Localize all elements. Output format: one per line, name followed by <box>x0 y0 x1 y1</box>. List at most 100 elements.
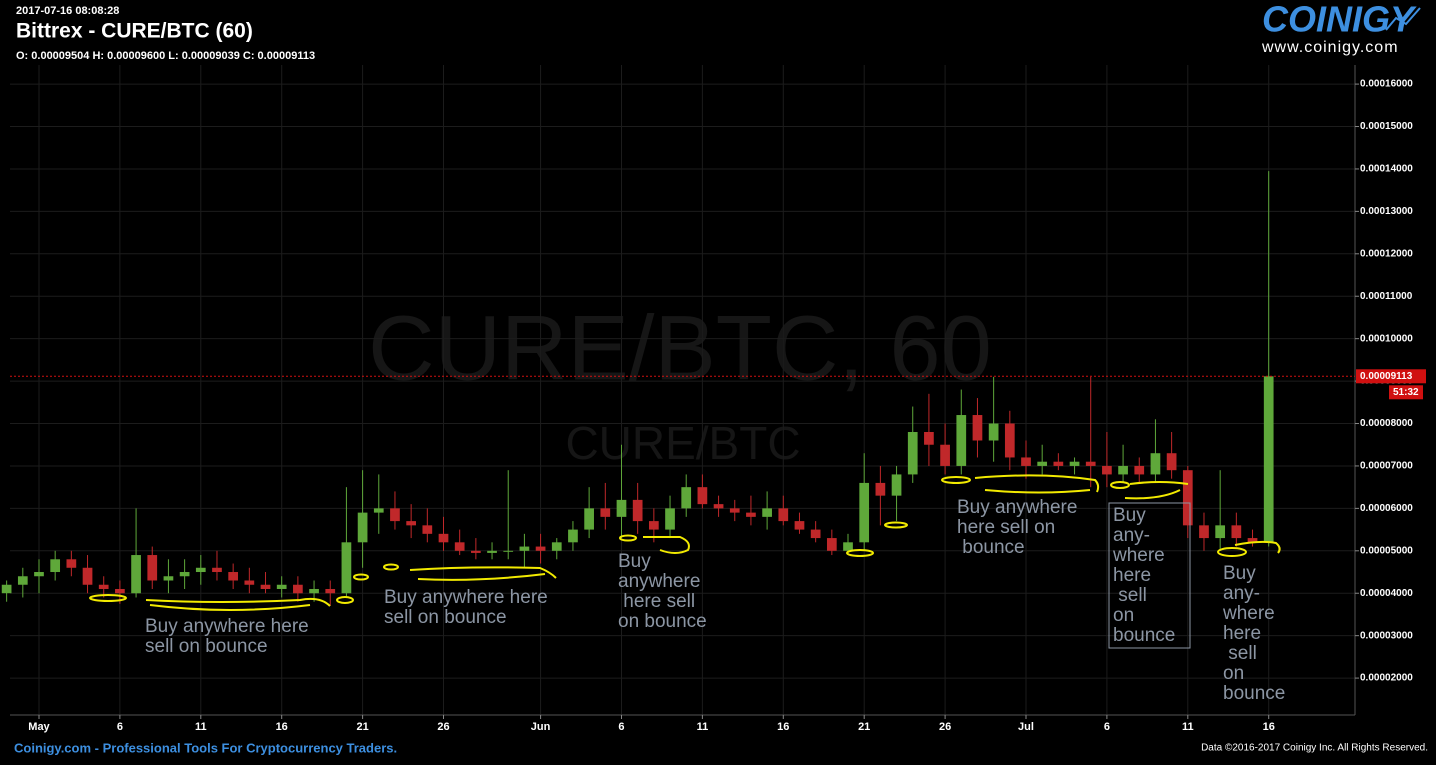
candle-body <box>988 423 999 441</box>
y-tick-label: 0.00010000 <box>1360 333 1413 344</box>
candle-body <box>390 508 400 522</box>
candle-body <box>406 521 416 526</box>
annotation: any- <box>1223 583 1260 604</box>
candle-body <box>1263 376 1274 543</box>
y-tick-label: 0.00012000 <box>1360 248 1413 259</box>
candle-body <box>244 580 255 585</box>
candle-body <box>66 559 77 568</box>
candle-body <box>762 508 772 517</box>
candle-body <box>422 525 433 534</box>
annotation: Buy anywhere here <box>145 616 309 637</box>
candle-body <box>1199 525 1209 539</box>
x-tick-label: 26 <box>939 721 951 733</box>
candle-body <box>1 584 12 594</box>
candle-body <box>195 567 206 573</box>
candle-body <box>1231 525 1242 539</box>
x-tick-label: 16 <box>276 721 288 733</box>
countdown: 51:32 <box>1393 387 1419 398</box>
candle-body <box>163 576 174 581</box>
candle-body <box>228 572 239 581</box>
candle-body <box>373 508 384 513</box>
candle-body <box>551 542 562 551</box>
x-tick-label: Jul <box>1018 721 1034 733</box>
candle-body <box>115 588 125 594</box>
annotation: Buy anywhere <box>957 497 1077 518</box>
footer-right: Data ©2016-2017 Coinigy Inc. All Rights … <box>1201 743 1428 754</box>
candle-body <box>50 559 61 573</box>
candle-body <box>1102 465 1112 475</box>
candle-body <box>713 504 724 509</box>
candle-body <box>1150 453 1161 475</box>
annotation: on bounce <box>618 611 707 632</box>
candle-body <box>681 487 692 509</box>
annotation: sell <box>1223 643 1257 664</box>
y-tick-label: 0.00007000 <box>1360 461 1413 472</box>
annotation: here sell on <box>957 517 1055 538</box>
annotation: on <box>1113 605 1134 626</box>
y-tick-label: 0.00003000 <box>1360 630 1413 641</box>
x-tick-label: 21 <box>858 721 870 733</box>
candle-body <box>131 555 141 594</box>
candle-body <box>616 499 627 517</box>
timestamp: 2017-07-16 08:08:28 <box>16 5 119 17</box>
candle-body <box>859 482 870 543</box>
candle-body <box>632 499 643 522</box>
candle-body <box>34 572 44 577</box>
annotation: sell on bounce <box>384 607 507 628</box>
candle-body <box>260 584 271 589</box>
candle-body <box>357 512 368 543</box>
annotation: sell on bounce <box>145 636 268 657</box>
watermark-sub: CURE/BTC <box>565 417 800 469</box>
candle-body <box>940 444 950 466</box>
last-price-label: 0.00009113 <box>1360 371 1413 382</box>
candle-body <box>519 546 530 551</box>
y-tick-label: 0.00004000 <box>1360 588 1413 599</box>
logo-site: www.coinigy.com <box>1261 39 1399 56</box>
annotation: sell <box>1113 585 1147 606</box>
candle-body <box>794 521 805 530</box>
candle-body <box>746 512 756 517</box>
candle-body <box>584 508 594 530</box>
candle-body <box>972 415 983 441</box>
candle-body <box>778 508 789 522</box>
candle-body <box>891 474 902 496</box>
candle-body <box>1166 453 1177 471</box>
annotation: where <box>1222 603 1275 624</box>
candle-body <box>907 432 918 475</box>
candle-body <box>1118 465 1128 475</box>
candle-body <box>1247 538 1258 543</box>
logo: COINIGY <box>1262 0 1417 40</box>
x-tick-label: 16 <box>1263 721 1275 733</box>
y-tick-label: 0.00002000 <box>1360 673 1413 684</box>
candle-body <box>1085 461 1096 466</box>
candle-body <box>82 567 93 585</box>
candle-body <box>1182 470 1193 526</box>
candle-body <box>1021 457 1031 466</box>
candle-body <box>147 555 158 581</box>
candle-body <box>98 584 109 589</box>
candle-body <box>325 588 336 594</box>
x-tick-label: 16 <box>777 721 789 733</box>
annotation: where <box>1112 545 1165 566</box>
candle-body <box>17 576 28 585</box>
y-tick-label: 0.00005000 <box>1360 545 1413 556</box>
countdown-tag <box>1389 385 1423 400</box>
y-tick-label: 0.00011000 <box>1360 291 1413 302</box>
title: Bittrex - CURE/BTC (60) <box>16 20 253 43</box>
candle-body <box>471 550 481 553</box>
annotation: on <box>1223 663 1244 684</box>
candle-body <box>1069 461 1080 466</box>
y-tick-label: 0.00008000 <box>1360 418 1413 429</box>
annotation: bounce <box>957 537 1025 558</box>
y-tick-label: 0.00006000 <box>1360 503 1413 514</box>
candle-body <box>1134 465 1145 475</box>
candle-body <box>293 584 303 594</box>
annotation: Buy <box>1223 563 1256 584</box>
annotation: bounce <box>1223 683 1285 704</box>
annotation: here <box>1223 623 1261 644</box>
candle-body <box>341 542 352 594</box>
candle-body <box>1053 461 1064 466</box>
candle-body <box>1215 525 1226 539</box>
